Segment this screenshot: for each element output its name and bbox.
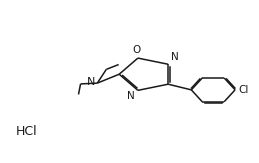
Text: N: N (171, 52, 179, 62)
Text: O: O (132, 45, 141, 55)
Text: HCl: HCl (16, 125, 38, 138)
Text: N: N (127, 91, 135, 101)
Text: N: N (87, 77, 95, 87)
Text: Cl: Cl (239, 85, 249, 95)
